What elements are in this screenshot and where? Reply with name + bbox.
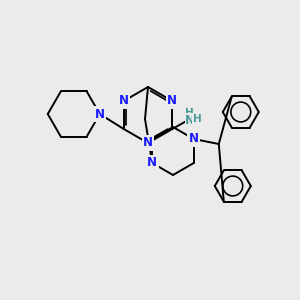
Text: N: N: [189, 133, 199, 146]
Text: N: N: [95, 107, 105, 121]
Text: N: N: [147, 157, 157, 169]
Text: N: N: [185, 113, 195, 127]
Text: H: H: [193, 114, 202, 124]
Text: N: N: [119, 94, 129, 107]
Text: H: H: [185, 108, 194, 118]
Text: N: N: [167, 94, 177, 107]
Text: N: N: [143, 136, 153, 149]
